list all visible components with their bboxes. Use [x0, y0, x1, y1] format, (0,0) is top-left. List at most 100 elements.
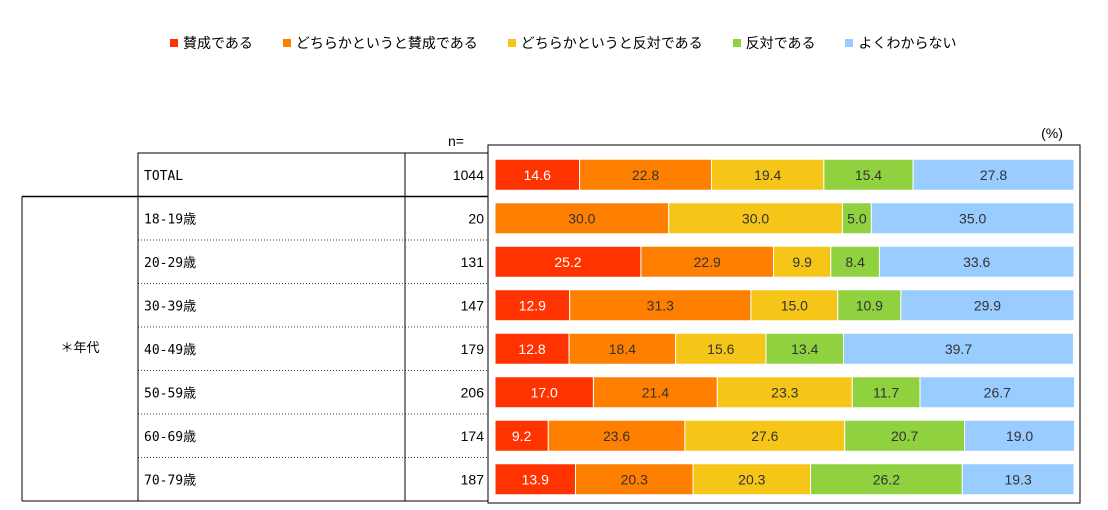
bar-segment [494, 245, 642, 278]
data-label: 29.9 [974, 297, 1001, 313]
data-label: 14.6 [524, 167, 551, 183]
bar-segment [843, 332, 1074, 365]
chart-row: 40-49歳 179 12.8 18.4 15.6 13.4 39.7 [138, 326, 1074, 365]
unit-label: (%) [1041, 125, 1063, 141]
bar-segment [878, 245, 1075, 278]
bar-segment [772, 245, 832, 278]
data-label: 20.3 [738, 471, 765, 487]
data-label: 15.0 [781, 297, 808, 313]
category-label: 70-79歳 [144, 473, 196, 488]
data-label: 5.0 [847, 210, 867, 226]
bar-segment [961, 463, 1075, 496]
legend-swatch [732, 39, 741, 47]
category-label: 60-69歳 [144, 430, 196, 445]
data-label: 30.0 [742, 210, 769, 226]
bar-segment [900, 289, 1075, 322]
category-label: TOTAL [144, 169, 183, 184]
bar-segment [494, 289, 571, 322]
bar-segment [494, 419, 549, 452]
data-label: 39.7 [945, 341, 972, 357]
data-label: 27.8 [980, 167, 1007, 183]
data-label: 20.7 [891, 428, 918, 444]
data-label: 9.2 [512, 428, 532, 444]
chart-row: 20-29歳 131 25.2 22.9 9.9 8.4 33.6 [138, 239, 1075, 278]
data-label: 25.2 [554, 254, 581, 270]
group-label: ＊年代 [60, 341, 99, 356]
bar-segment [640, 245, 774, 278]
bar-segment [494, 376, 594, 409]
bar-segment [684, 419, 846, 452]
data-label: 19.0 [1006, 428, 1033, 444]
plot-frame [487, 144, 1081, 504]
data-label: 31.3 [647, 297, 674, 313]
n-value: 20 [468, 210, 484, 226]
bar-segment [810, 463, 963, 496]
data-label: 17.0 [531, 384, 558, 400]
bar-segment [841, 202, 872, 235]
category-label: 20-29歳 [144, 256, 196, 271]
chart-row: TOTAL 1044 14.6 22.8 19.4 15.4 27.8 [144, 158, 1075, 191]
bar-segment [494, 463, 576, 496]
data-label: 35.0 [959, 210, 986, 226]
data-label: 19.4 [754, 167, 781, 183]
category-label: 30-39歳 [144, 299, 196, 314]
data-label: 15.4 [855, 167, 882, 183]
bar-segment [568, 332, 677, 365]
data-label: 12.9 [519, 297, 546, 313]
bar-segment [919, 376, 1076, 409]
chart-row: 50-59歳 206 17.0 21.4 23.3 11.7 26.7 [138, 370, 1076, 409]
chart-row: 60-69歳 174 9.2 23.6 27.6 20.7 19.0 [138, 413, 1076, 452]
data-label: 23.3 [771, 384, 798, 400]
n-value: 147 [461, 297, 485, 313]
legend-item: 賛成である [170, 33, 253, 53]
data-label: 33.6 [963, 254, 990, 270]
data-label: 22.8 [632, 167, 659, 183]
data-label: 8.4 [845, 254, 865, 270]
chart-row: 18-19歳 20 30.0 30.0 5.0 35.0 [138, 195, 1075, 235]
legend-label: よくわからない [858, 36, 957, 52]
bar-segment [912, 158, 1075, 191]
legend-item: よくわからない [845, 33, 956, 53]
n-header: n= [448, 133, 464, 149]
bar-segment [716, 376, 853, 409]
legend-swatch [845, 39, 854, 47]
category-label: 40-49歳 [144, 343, 196, 358]
n-value: 174 [461, 428, 485, 444]
n-value: 179 [461, 341, 485, 357]
data-label: 22.9 [694, 254, 721, 270]
chart-row: 70-79歳 187 13.9 20.3 20.3 26.2 19.3 [138, 457, 1075, 496]
legend-label: 賛成である [183, 36, 253, 52]
data-label: 12.8 [518, 341, 545, 357]
bar-segment [765, 332, 845, 365]
bar-segment [494, 332, 570, 365]
legend-label: 反対である [745, 36, 816, 52]
data-label: 11.7 [873, 384, 899, 400]
legend-item: 反対である [732, 33, 816, 53]
legend-label: どちらかというと賛成である [295, 36, 478, 52]
bar-segment [592, 376, 718, 409]
n-value: 131 [461, 254, 485, 270]
n-value: 1044 [453, 167, 484, 183]
legend-item: どちらかというと賛成である [282, 33, 478, 53]
n-value: 206 [461, 384, 485, 400]
bar-segment [494, 202, 670, 235]
bar-segment [574, 463, 694, 496]
legend-label: どちらかというと反対である [520, 36, 703, 52]
bar-segment [692, 463, 812, 496]
data-label: 23.6 [603, 428, 630, 444]
legend-swatch [170, 39, 178, 47]
data-label: 18.4 [609, 341, 636, 357]
legend: 賛成である どちらかというと賛成である どちらかというと反対である 反対である よくわか… [170, 30, 956, 56]
category-label: 18-19歳 [144, 212, 196, 227]
data-label: 13.4 [791, 341, 818, 357]
data-label: 21.4 [642, 384, 669, 400]
bar-segment [823, 158, 914, 191]
bar-segment [675, 332, 767, 365]
data-label: 13.9 [522, 471, 549, 487]
bar-segment [547, 419, 686, 452]
legend-swatch [507, 39, 516, 47]
data-label: 15.6 [707, 341, 734, 357]
data-label: 10.9 [856, 297, 883, 313]
bar-segment [964, 419, 1076, 452]
